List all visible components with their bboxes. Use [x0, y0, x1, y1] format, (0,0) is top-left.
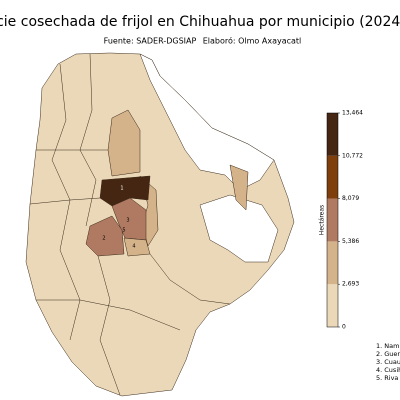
municipality [123, 237, 151, 257]
colorbar-band [327, 198, 338, 242]
colorbar-frame [326, 112, 339, 328]
colorbar-band [327, 284, 338, 327]
author: Elaboró: Olmo Axayacatl [203, 36, 302, 46]
colorbar-band [327, 241, 338, 285]
legend-entry: 2. Guerrero [376, 350, 400, 358]
border [36, 299, 181, 331]
title: Superficie cosechada de frijol en Chihua… [0, 14, 400, 30]
colorbar-tick-label: 8,079 [342, 195, 359, 202]
state-map [25, 52, 295, 397]
colorbar-tick-label: 5,386 [342, 238, 359, 245]
municipality [85, 215, 125, 257]
map-label: 2 [102, 236, 105, 242]
no-data-region [139, 53, 275, 191]
legend-entry: 1. Namiquipa [376, 342, 400, 350]
colorbar: 0 2,693 5,386 8,079 10,772 13,464 [326, 110, 363, 331]
border [149, 253, 231, 305]
colorbar-label: Hectáreas [319, 205, 326, 235]
map-label: 5 [122, 228, 125, 234]
legend-entry: 4. Cusihuiriachi [376, 366, 400, 374]
municipality [229, 164, 249, 211]
legend-entry: 5. Riva Palacio [376, 374, 400, 382]
colorbar-band [327, 155, 338, 199]
map-label: 1 [120, 186, 123, 192]
border [29, 197, 101, 205]
colorbar-tick-label: 13,464 [342, 110, 363, 117]
map-label: 4 [132, 244, 135, 250]
map-label: 3 [126, 218, 129, 224]
colorbar-tick-label: 10,772 [342, 152, 363, 159]
colorbar-tick-label: 2,693 [342, 281, 359, 288]
legend: 1. Namiquipa2. Guerrero3. Cuauhtémoc4. C… [376, 342, 400, 382]
source: Fuente: SADER-DGSIAP [104, 37, 197, 46]
colorbar-tick-label: 0 [342, 324, 346, 331]
colorbar-band [327, 113, 338, 156]
legend-entry: 3. Cuauhtémoc [376, 358, 400, 366]
border [97, 255, 121, 396]
